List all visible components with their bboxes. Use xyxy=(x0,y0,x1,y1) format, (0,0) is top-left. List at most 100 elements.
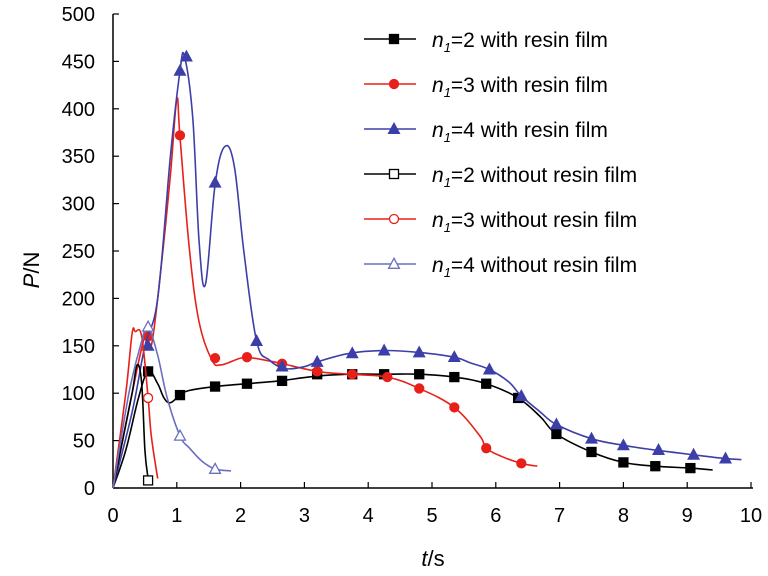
data-point xyxy=(173,428,187,441)
y-tick-label: 100 xyxy=(62,383,95,405)
x-tick-label: 3 xyxy=(299,505,310,527)
series-line xyxy=(112,370,713,489)
x-tick-label: 9 xyxy=(682,505,693,527)
data-point xyxy=(209,352,221,364)
data-point xyxy=(412,345,426,358)
legend: n1=2 with resin film n1=3 with resin film… xyxy=(364,29,637,280)
series-line xyxy=(112,363,149,489)
data-point xyxy=(447,350,461,363)
data-point xyxy=(585,431,598,444)
series-3 xyxy=(112,49,742,489)
legend-label: n1=2 with resin film xyxy=(432,29,608,55)
legend-marker xyxy=(388,78,400,90)
legend-item-1: n1=2 with resin film xyxy=(364,29,608,55)
series-5 xyxy=(112,327,159,489)
data-point xyxy=(687,447,701,460)
legend-item-4: n1=2 without resin film xyxy=(364,164,637,190)
data-point xyxy=(514,389,528,401)
data-point xyxy=(652,443,665,455)
y-tick-label: 350 xyxy=(62,146,95,168)
y-tick-label: 0 xyxy=(84,478,95,500)
y-axis-var: P xyxy=(19,273,44,288)
data-point xyxy=(179,49,193,62)
data-point xyxy=(209,381,221,392)
data-point xyxy=(310,354,324,367)
x-tick-label: 0 xyxy=(107,505,118,527)
data-point xyxy=(208,175,222,188)
legend-label: n1=4 with resin film xyxy=(432,119,608,145)
series-6 xyxy=(112,319,232,489)
y-tick-label: 150 xyxy=(62,336,95,358)
x-tick-label: 8 xyxy=(618,505,629,527)
x-tick-label: 4 xyxy=(363,505,374,527)
data-point xyxy=(174,389,186,401)
data-point xyxy=(208,462,222,474)
series-line xyxy=(112,51,742,489)
data-point xyxy=(141,319,155,332)
legend-marker xyxy=(387,121,401,134)
x-tick-label: 10 xyxy=(740,505,762,527)
data-point xyxy=(482,362,496,375)
legend-item-6: n1=4 without resin film xyxy=(364,254,637,280)
y-tick-label: 250 xyxy=(62,241,95,263)
x-axis-var: t xyxy=(421,546,428,571)
series-4 xyxy=(112,363,154,489)
data-point xyxy=(241,352,253,363)
data-point xyxy=(345,346,359,359)
data-point xyxy=(650,461,661,472)
data-point xyxy=(250,334,263,346)
axes: 0 50 100 150 200 250 300 350 400 450 500 0 1 2 3 4 5 6 7 8 9… xyxy=(62,4,763,527)
data-point xyxy=(414,383,425,394)
data-point xyxy=(449,371,460,383)
data-point xyxy=(141,338,155,351)
data-point xyxy=(685,462,696,474)
x-tick-label: 7 xyxy=(554,505,565,527)
y-tick-label: 400 xyxy=(62,99,95,121)
data-point xyxy=(312,366,323,377)
y-tick-label: 300 xyxy=(62,194,95,216)
y-axis-title: P/N xyxy=(19,252,44,289)
data-point xyxy=(618,457,629,468)
y-tick-label: 50 xyxy=(73,431,95,453)
y-axis-unit: /N xyxy=(19,252,44,274)
series-line xyxy=(112,325,232,489)
data-point xyxy=(449,402,460,413)
data-point xyxy=(174,130,186,141)
legend-label: n1=3 with resin film xyxy=(432,74,608,100)
series-line xyxy=(112,327,159,489)
legend-marker xyxy=(388,33,400,45)
data-point xyxy=(719,451,732,464)
data-point xyxy=(616,438,630,451)
x-axis-unit: /s xyxy=(428,546,445,571)
legend-marker xyxy=(388,168,400,180)
data-point xyxy=(516,458,527,469)
data-point xyxy=(173,63,187,76)
legend-marker xyxy=(387,256,401,269)
data-point xyxy=(241,378,253,389)
x-tick-label: 6 xyxy=(490,505,501,527)
data-point xyxy=(382,371,393,383)
legend-label: n1=3 without resin film xyxy=(432,209,637,235)
x-axis-title: t/s xyxy=(421,546,444,571)
x-tick-label: 5 xyxy=(426,505,437,527)
data-point xyxy=(347,369,358,380)
data-point xyxy=(481,443,492,454)
data-point xyxy=(551,428,562,440)
x-tick-label: 2 xyxy=(235,505,246,527)
data-point xyxy=(142,475,154,486)
data-point xyxy=(142,392,154,404)
legend-label: n1=4 without resin film xyxy=(432,254,637,280)
legend-item-5: n1=3 without resin film xyxy=(364,209,637,235)
y-tick-label: 500 xyxy=(62,4,95,26)
x-tick-label: 1 xyxy=(171,505,182,527)
data-point xyxy=(414,369,425,380)
data-point xyxy=(586,446,597,458)
data-point xyxy=(142,366,154,377)
legend-marker xyxy=(388,213,400,225)
legend-label: n1=2 without resin film xyxy=(432,164,637,190)
data-point xyxy=(377,343,391,356)
legend-item-3: n1=4 with resin film xyxy=(364,119,608,145)
data-point xyxy=(275,359,289,372)
series-layer xyxy=(112,49,742,489)
